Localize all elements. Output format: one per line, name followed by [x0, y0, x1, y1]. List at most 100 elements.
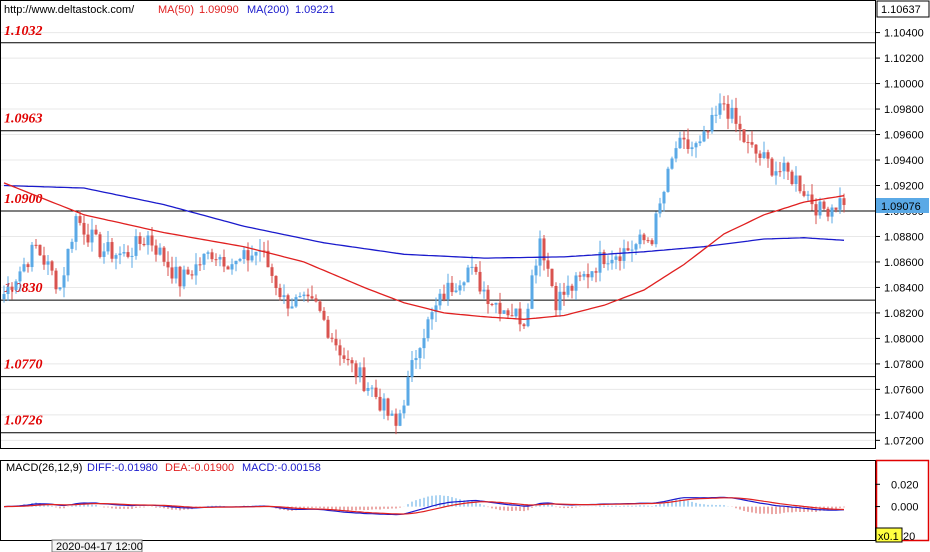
ma200-label: MA(200)	[247, 4, 289, 16]
candle-body	[146, 235, 150, 246]
candle-body	[266, 250, 270, 268]
ma200-line	[3, 184, 845, 259]
candle-body	[718, 103, 722, 115]
candle-body	[6, 286, 10, 295]
candle-body	[610, 259, 614, 264]
candle-body	[238, 258, 242, 261]
candle-body	[542, 238, 546, 261]
macd-macd: MACD:-0.00158	[242, 462, 321, 474]
candle-body	[298, 296, 302, 298]
candle-body	[102, 251, 106, 257]
top-price-box	[876, 0, 930, 18]
candle-body	[570, 285, 574, 291]
candle-body	[66, 248, 70, 276]
candle-body	[326, 319, 330, 338]
top-price: 1.10637	[881, 4, 921, 16]
price-tick-label: 1.08000	[884, 333, 924, 345]
candle-body	[674, 148, 678, 159]
candle-body	[286, 295, 290, 309]
candle-body	[162, 247, 166, 262]
candle-body	[582, 273, 586, 277]
candle-body	[534, 265, 538, 276]
candle-body	[810, 194, 814, 205]
candle-body	[178, 266, 182, 287]
candle-body	[558, 291, 562, 311]
candle-body	[254, 251, 258, 256]
candle-body	[566, 285, 570, 295]
candle-body	[14, 281, 18, 290]
candle-body	[422, 338, 426, 349]
candle-body	[510, 315, 514, 317]
cursor-date: 2020-04-17 12:00	[56, 541, 143, 552]
candle-body	[130, 255, 134, 257]
candle-body	[346, 358, 350, 361]
candle-body	[706, 131, 710, 133]
candle-body	[246, 250, 250, 261]
zoom-box[interactable]	[875, 527, 903, 543]
price-tick-label: 1.09800	[884, 104, 924, 116]
candle-body	[662, 191, 666, 204]
candle-body	[202, 253, 206, 265]
candle-body	[46, 261, 50, 265]
price-tick-label: 1.10400	[884, 28, 924, 40]
candle-body	[818, 201, 822, 216]
candle-body	[358, 367, 362, 378]
candle-body	[354, 363, 358, 378]
candle-body	[398, 413, 402, 426]
candle-body	[794, 175, 798, 185]
candle-body	[746, 142, 750, 144]
candle-body	[470, 266, 474, 268]
candle-body	[262, 250, 266, 252]
candle-body	[806, 194, 810, 196]
candle-body	[370, 387, 374, 389]
candle-body	[174, 266, 178, 279]
candle-body	[522, 324, 526, 327]
candle-body	[230, 264, 234, 270]
candle-body	[414, 358, 418, 361]
candle-body	[350, 360, 354, 364]
candle-body	[10, 286, 14, 290]
candle-body	[30, 244, 34, 268]
candle-body	[74, 216, 78, 242]
candle-body	[482, 289, 486, 292]
candle-body	[670, 158, 674, 169]
candle-body	[54, 270, 58, 290]
candle-body	[222, 257, 226, 267]
macd-dea-line	[3, 497, 845, 515]
candle-body	[550, 268, 554, 286]
candle-body	[126, 252, 130, 257]
candle-body	[374, 387, 378, 397]
candle-body	[578, 275, 582, 277]
candle-body	[310, 296, 314, 299]
source-url[interactable]: http://www.deltastock.com/	[4, 4, 135, 16]
candle-body	[170, 267, 174, 279]
candle-body	[78, 216, 82, 223]
candle-body	[218, 257, 222, 260]
candle-body	[226, 266, 230, 270]
candle-body	[194, 264, 198, 276]
candle-body	[58, 287, 62, 290]
candle-body	[206, 252, 210, 254]
level-label: 1.0900	[4, 192, 43, 207]
ma50-line	[3, 182, 845, 320]
candle-body	[778, 171, 782, 173]
candle-body	[830, 207, 834, 217]
candle-body	[270, 267, 274, 276]
level-label: 1.1032	[4, 24, 43, 39]
candle-body	[22, 264, 26, 272]
candle-body	[602, 252, 606, 265]
zoom-level[interactable]: x0.1	[878, 531, 899, 543]
level-label: 1.0963	[4, 112, 43, 127]
candle-body	[18, 271, 22, 282]
candle-body	[758, 153, 762, 158]
candle-body	[110, 242, 114, 259]
candle-body	[210, 252, 214, 260]
candle-body	[702, 131, 706, 142]
candle-body	[26, 264, 30, 268]
candle-body	[554, 285, 558, 311]
candle-body	[166, 261, 170, 268]
date-box	[51, 539, 143, 552]
price-tick-label: 1.08600	[884, 257, 924, 269]
candle-body	[822, 201, 826, 209]
macd-dea: DEA:-0.01900	[165, 462, 234, 474]
